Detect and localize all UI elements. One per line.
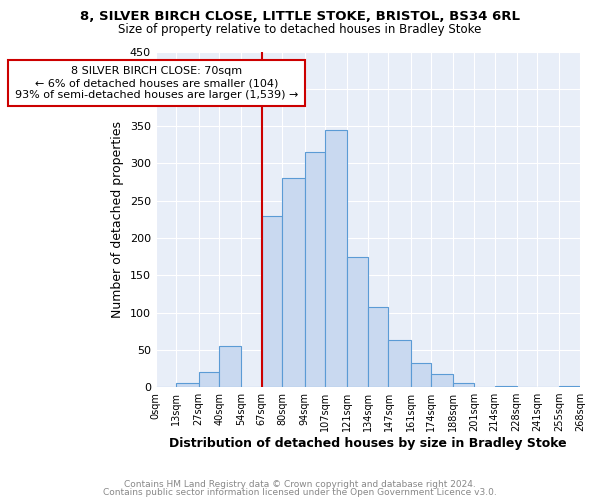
Bar <box>454 382 474 387</box>
Text: Size of property relative to detached houses in Bradley Stoke: Size of property relative to detached ho… <box>118 22 482 36</box>
Text: Contains public sector information licensed under the Open Government Licence v3: Contains public sector information licen… <box>103 488 497 497</box>
Bar <box>494 386 517 387</box>
Bar <box>219 346 241 387</box>
Text: 8, SILVER BIRCH CLOSE, LITTLE STOKE, BRISTOL, BS34 6RL: 8, SILVER BIRCH CLOSE, LITTLE STOKE, BRI… <box>80 10 520 23</box>
Bar <box>559 386 580 387</box>
Y-axis label: Number of detached properties: Number of detached properties <box>111 121 124 318</box>
Bar <box>431 374 454 387</box>
Bar <box>305 152 325 387</box>
Text: 8 SILVER BIRCH CLOSE: 70sqm
← 6% of detached houses are smaller (104)
93% of sem: 8 SILVER BIRCH CLOSE: 70sqm ← 6% of deta… <box>15 66 298 100</box>
Bar <box>347 256 368 387</box>
Bar <box>262 216 283 387</box>
Bar <box>388 340 410 387</box>
Bar <box>199 372 219 387</box>
Text: Contains HM Land Registry data © Crown copyright and database right 2024.: Contains HM Land Registry data © Crown c… <box>124 480 476 489</box>
Bar <box>283 178 305 387</box>
Bar <box>176 384 199 387</box>
Bar <box>410 363 431 387</box>
Bar <box>368 306 388 387</box>
Bar <box>325 130 347 387</box>
X-axis label: Distribution of detached houses by size in Bradley Stoke: Distribution of detached houses by size … <box>169 437 567 450</box>
